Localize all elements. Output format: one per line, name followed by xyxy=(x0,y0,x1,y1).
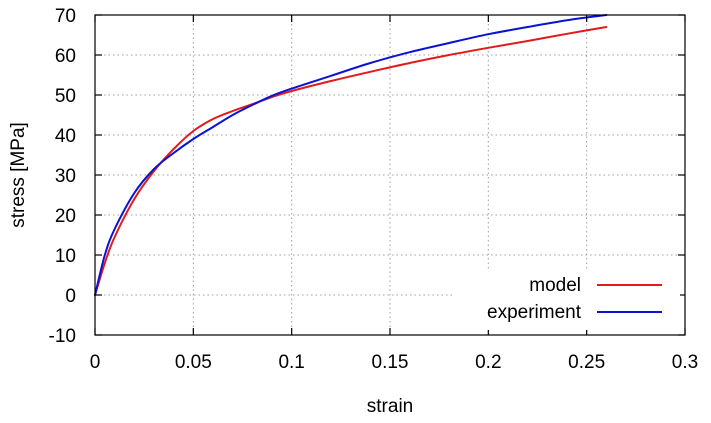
y-tick-labels: -10 0 10 20 30 40 50 60 70 xyxy=(49,6,76,347)
x-tick-label: 0.2 xyxy=(475,352,501,373)
series-lines xyxy=(94,14,608,296)
y-tick-label: 30 xyxy=(55,166,76,187)
y-tick-label: 40 xyxy=(55,126,76,147)
y-tick-label: 20 xyxy=(55,206,76,227)
x-axis-label: strain xyxy=(367,396,413,417)
legend-label-experiment: experiment xyxy=(487,302,582,323)
x-tick-label: 0.3 xyxy=(672,352,698,373)
x-tick-label: 0.15 xyxy=(372,352,409,373)
y-tick-label: 50 xyxy=(55,86,76,107)
x-tick-label: 0 xyxy=(90,352,101,373)
legend: model experiment xyxy=(455,270,680,330)
legend-label-model: model xyxy=(529,275,581,296)
legend-background xyxy=(455,270,680,330)
x-tick-label: 0.25 xyxy=(568,352,605,373)
x-tick-label: 0.05 xyxy=(175,352,212,373)
tick-marks xyxy=(94,14,686,336)
y-tick-label: 10 xyxy=(55,246,76,267)
y-tick-label: 0 xyxy=(65,286,76,307)
y-tick-label: -10 xyxy=(49,326,76,347)
x-tick-label: 0.1 xyxy=(278,352,304,373)
x-tick-labels: 0 0.05 0.1 0.15 0.2 0.25 0.3 xyxy=(90,352,699,373)
y-axis-label: stress [MPa] xyxy=(8,122,29,228)
y-tick-label: 70 xyxy=(55,6,76,27)
y-tick-label: 60 xyxy=(55,46,76,67)
series-line-experiment xyxy=(94,14,608,296)
